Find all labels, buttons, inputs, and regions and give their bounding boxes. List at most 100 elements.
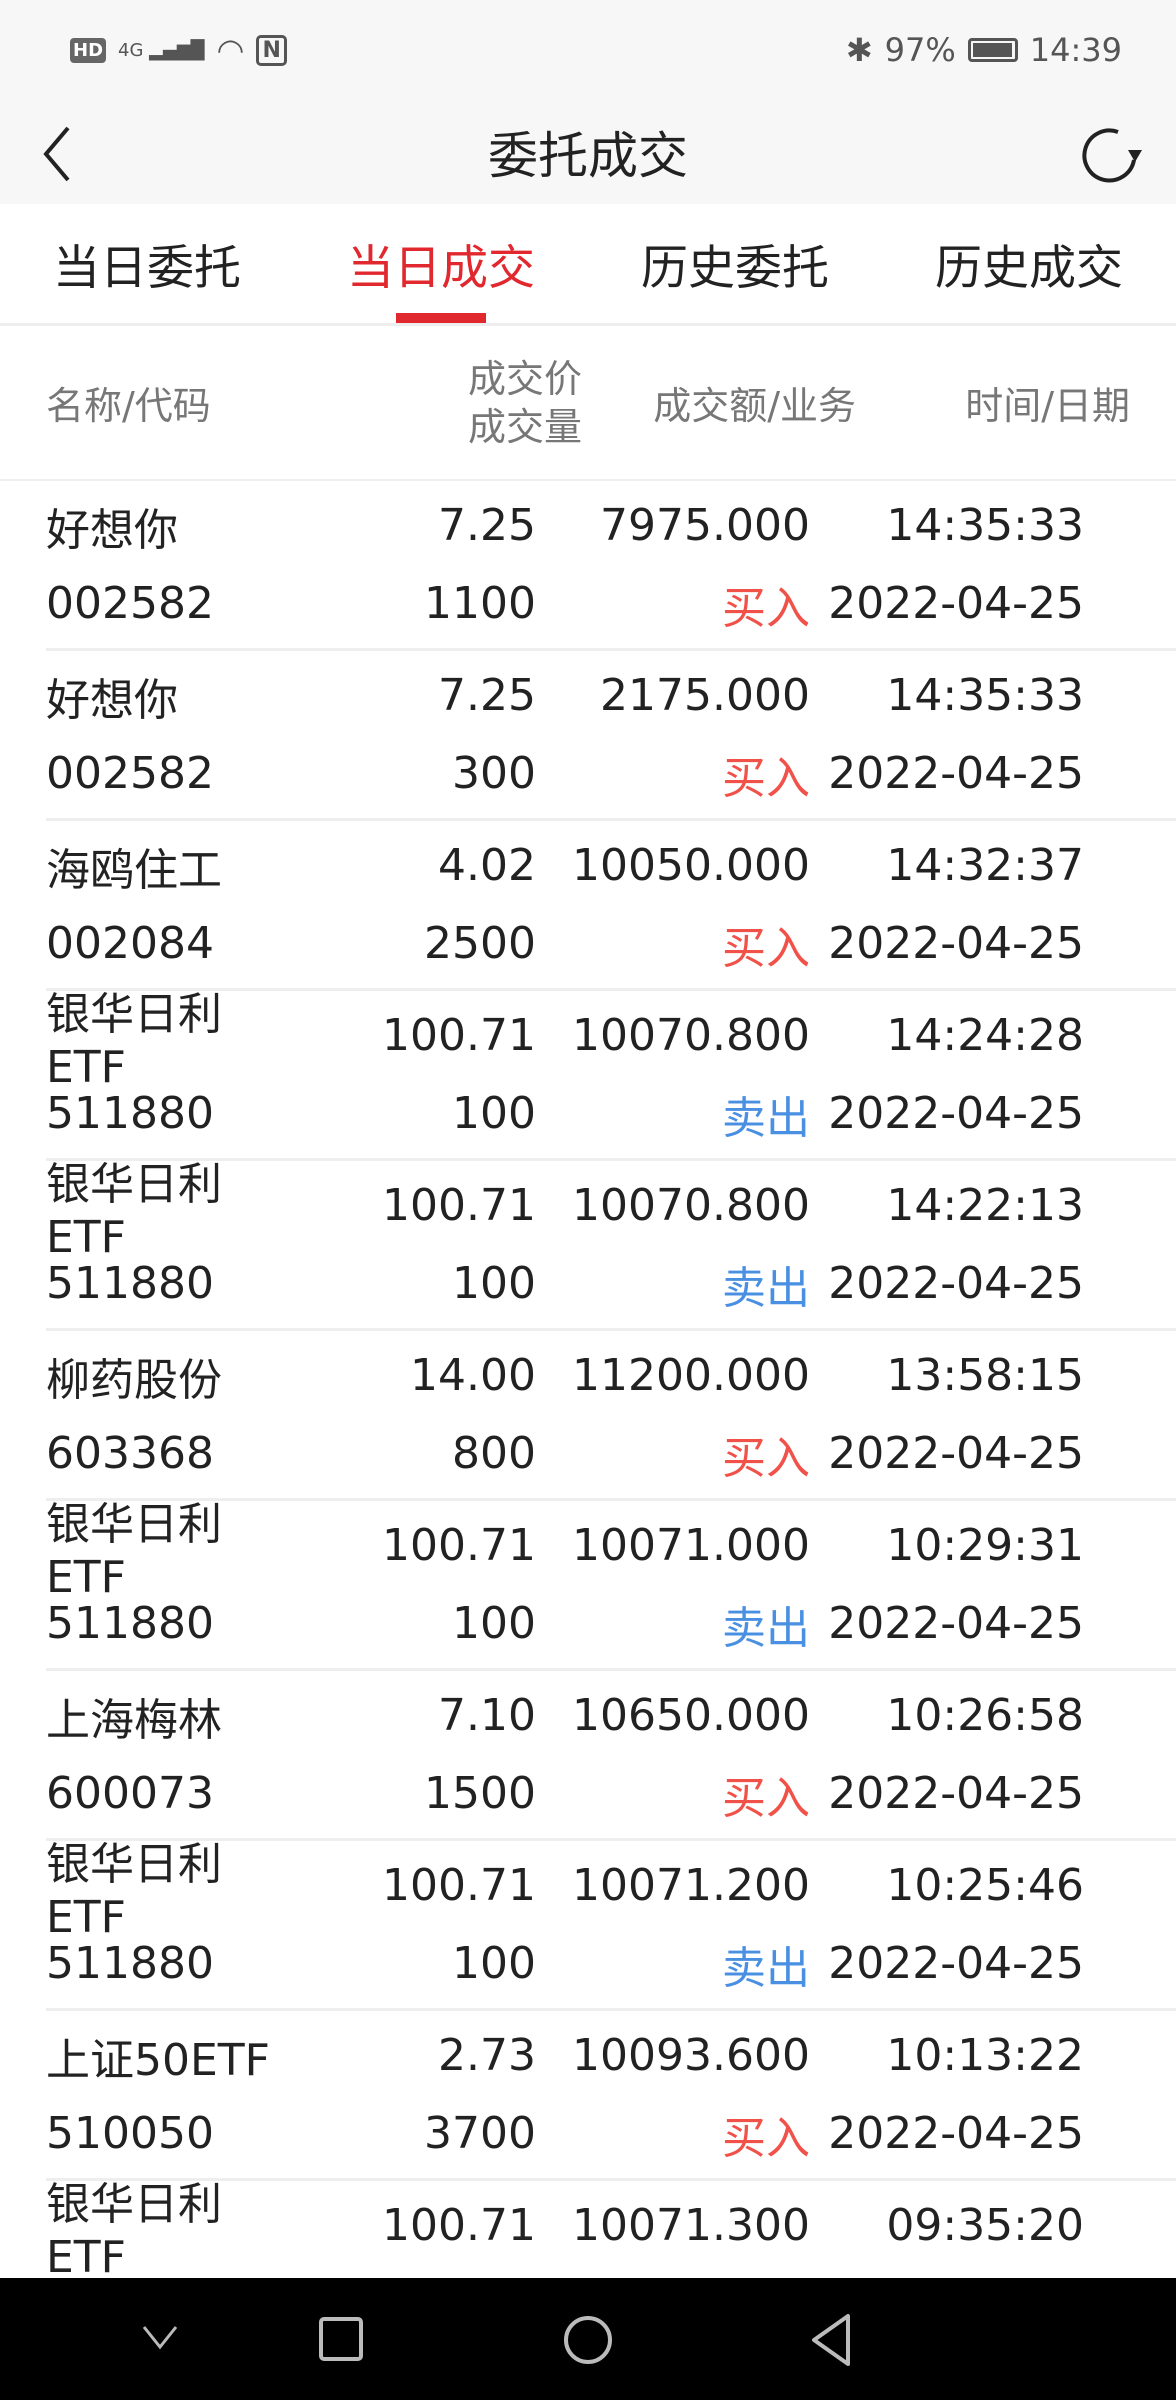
trade-time: 10:26:58 <box>886 1690 1084 1741</box>
refresh-icon[interactable] <box>1076 120 1146 190</box>
trade-qty: 100 <box>452 1937 536 1989</box>
bluetooth-icon: ✱ <box>845 31 873 69</box>
trade-date: 2022-04-25 <box>828 1768 1084 1819</box>
trade-row[interactable]: 上证50ETF 2.73 10093.600 10:13:22 510050 3700 买入… <box>46 2011 1176 2181</box>
trade-price: 100.71 <box>382 1009 536 1061</box>
stock-name: 银华日利ETF <box>46 989 222 1093</box>
stock-name: 好想你 <box>46 504 178 556</box>
trade-date: 2022-04-25 <box>828 918 1084 969</box>
trade-time: 14:22:13 <box>886 1180 1084 1231</box>
stock-code: 603368 <box>46 1428 214 1479</box>
trade-amount: 11200.000 <box>572 1350 810 1401</box>
trade-price: 14.00 <box>410 1349 536 1401</box>
trade-row[interactable]: 银华日利ETF 100.71 10070.800 14:22:13 511880 100 卖… <box>46 1159 1176 1331</box>
trade-row[interactable]: 银华日利ETF 100.71 10071.300 09:35:20 <box>46 2179 1176 2351</box>
trade-time: 09:35:20 <box>886 2200 1084 2251</box>
tab-bar: 当日委托 当日成交 历史委托 历史成交 <box>0 204 1176 326</box>
trade-price: 7.10 <box>438 1689 536 1741</box>
trade-qty: 1100 <box>424 577 536 629</box>
stock-code: 002582 <box>46 578 214 629</box>
trade-amount: 10071.300 <box>572 2200 810 2251</box>
stock-name: 银华日利ETF <box>46 1159 222 1263</box>
trade-row[interactable]: 上海梅林 7.10 10650.000 10:26:58 600073 1500 买入 202… <box>46 1671 1176 1841</box>
stock-code: 002582 <box>46 748 214 799</box>
hd-icon: HD <box>70 37 107 63</box>
trade-price: 7.25 <box>438 499 536 551</box>
trade-side: 卖出 <box>722 1942 810 1994</box>
trade-qty: 3700 <box>424 2107 536 2159</box>
stock-code: 511880 <box>46 1938 214 1989</box>
trade-side: 卖出 <box>722 1092 810 1144</box>
trade-list: 好想你 7.25 7975.000 14:35:33 002582 1100 买入 2022-… <box>0 481 1176 2351</box>
nfc-icon: N <box>256 34 287 66</box>
recent-apps-icon[interactable] <box>318 2316 364 2362</box>
stock-code: 511880 <box>46 1598 214 1649</box>
page-title: 委托成交 <box>488 127 688 185</box>
trade-price: 7.25 <box>438 669 536 721</box>
trade-price: 100.71 <box>382 2199 536 2251</box>
trade-amount: 10093.600 <box>572 2030 810 2081</box>
trade-row[interactable]: 好想你 7.25 7975.000 14:35:33 002582 1100 买入 2022-… <box>46 481 1176 651</box>
trade-side: 买入 <box>722 2112 810 2164</box>
col-name: 名称/代码 <box>46 384 211 428</box>
trade-row[interactable]: 海鸥住工 4.02 10050.000 14:32:37 002084 2500 买入 202… <box>46 821 1176 991</box>
stock-name: 上海梅林 <box>46 1694 222 1746</box>
stock-name: 上证50ETF <box>46 2034 270 2086</box>
trade-amount: 7975.000 <box>600 500 810 551</box>
battery-icon <box>967 38 1018 62</box>
trade-row[interactable]: 柳药股份 14.00 11200.000 13:58:15 603368 800 买入 202… <box>46 1331 1176 1501</box>
tab-history-trades[interactable]: 历史成交 <box>935 241 1123 296</box>
trade-qty: 100 <box>452 1087 536 1139</box>
trade-time: 14:32:37 <box>886 840 1084 891</box>
trade-amount: 10070.800 <box>572 1180 810 1231</box>
trade-side: 买入 <box>722 582 810 634</box>
trade-time: 10:13:22 <box>886 2030 1084 2081</box>
trade-time: 14:35:33 <box>886 670 1084 721</box>
signal-icon: 4G ▂▄▆█ <box>118 39 205 61</box>
trade-row[interactable]: 银华日利ETF 100.71 10070.800 14:24:28 511880 100 卖… <box>46 989 1176 1161</box>
back-nav-icon[interactable] <box>808 2312 854 2368</box>
trade-side: 买入 <box>722 1772 810 1824</box>
trade-row[interactable]: 好想你 7.25 2175.000 14:35:33 002582 300 买入 2022-0… <box>46 651 1176 821</box>
hide-nav-icon[interactable] <box>140 2323 180 2353</box>
trade-time: 14:35:33 <box>886 500 1084 551</box>
trade-row[interactable]: 银华日利ETF 100.71 10071.200 10:25:46 511880 100 卖… <box>46 1839 1176 2011</box>
stock-name: 银华日利ETF <box>46 2179 222 2283</box>
trade-side: 买入 <box>722 1432 810 1484</box>
trade-time: 10:25:46 <box>886 1860 1084 1911</box>
trade-date: 2022-04-25 <box>828 748 1084 799</box>
tab-today-orders[interactable]: 当日委托 <box>53 241 241 296</box>
trade-date: 2022-04-25 <box>828 1938 1084 1989</box>
tab-history-orders[interactable]: 历史委托 <box>641 241 829 296</box>
trade-side: 卖出 <box>722 1602 810 1654</box>
battery-percent: 97% <box>884 31 956 69</box>
trade-qty: 1500 <box>424 1767 536 1819</box>
stock-code: 510050 <box>46 2108 214 2159</box>
stock-code: 511880 <box>46 1258 214 1309</box>
trade-price: 4.02 <box>438 839 536 891</box>
stock-name: 银华日利ETF <box>46 1499 222 1603</box>
home-icon[interactable] <box>562 2314 614 2366</box>
trade-date: 2022-04-25 <box>828 1258 1084 1309</box>
trade-time: 14:24:28 <box>886 1010 1084 1061</box>
col-time: 时间/日期 <box>965 384 1130 428</box>
stock-name: 好想你 <box>46 674 178 726</box>
stock-name: 银华日利ETF <box>46 1839 222 1943</box>
trade-price: 100.71 <box>382 1859 536 1911</box>
col-amount: 成交额/业务 <box>653 384 856 428</box>
trade-amount: 10650.000 <box>572 1690 810 1741</box>
wifi-icon: ◠ <box>216 31 245 69</box>
trade-qty: 800 <box>452 1427 536 1479</box>
trade-row[interactable]: 银华日利ETF 100.71 10071.000 10:29:31 511880 100 卖… <box>46 1499 1176 1671</box>
trade-amount: 10071.200 <box>572 1860 810 1911</box>
trade-amount: 10071.000 <box>572 1520 810 1571</box>
stock-code: 511880 <box>46 1088 214 1139</box>
trade-qty: 2500 <box>424 917 536 969</box>
back-icon[interactable] <box>30 122 90 182</box>
tab-today-trades[interactable]: 当日成交 <box>294 204 588 323</box>
trade-date: 2022-04-25 <box>828 1088 1084 1139</box>
status-bar: HD 4G ▂▄▆█ ◠ N ✱ 97% 14:39 <box>0 0 1176 100</box>
col-price-qty: 成交价 成交量 <box>467 356 582 449</box>
trade-side: 买入 <box>722 752 810 804</box>
trade-qty: 300 <box>452 747 536 799</box>
